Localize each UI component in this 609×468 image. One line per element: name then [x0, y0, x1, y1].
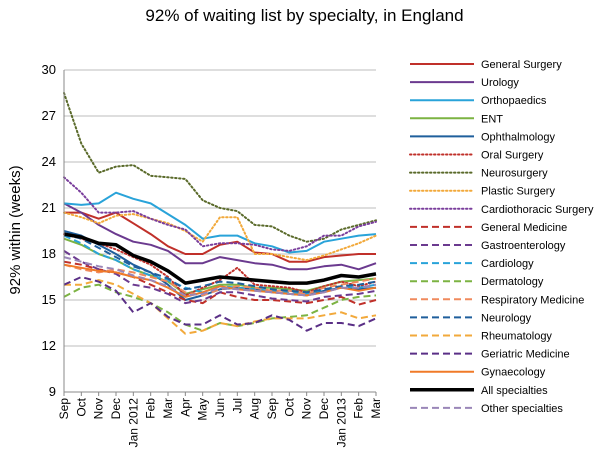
- x-tick-label: Aug: [248, 398, 262, 419]
- series-line: [64, 279, 377, 335]
- series-line: [63, 250, 377, 305]
- x-tick-label: Feb: [144, 398, 158, 419]
- x-tick-label: Jun: [213, 398, 227, 417]
- chart-title: 92% of waiting list by specialty, in Eng…: [145, 6, 464, 25]
- x-tick-label: Sep: [265, 398, 279, 420]
- axes: [63, 70, 377, 396]
- legend-label: Urology: [481, 77, 519, 89]
- y-axis-label: 92% within (weeks): [7, 165, 24, 294]
- legend-label: Gynaecology: [481, 367, 546, 379]
- legend-label: Plastic Surgery: [481, 186, 555, 198]
- y-tick-label: 18: [42, 246, 56, 261]
- legend-label: Neurology: [481, 312, 532, 324]
- legend-label: General Medicine: [481, 222, 567, 234]
- series-line: [63, 211, 377, 262]
- legend-label: Other specialties: [481, 403, 563, 415]
- series-line: [63, 230, 377, 301]
- legend-label: Rheumatology: [481, 331, 552, 343]
- x-tick-label: Feb: [352, 398, 366, 419]
- legend-label: Geriatric Medicine: [481, 349, 570, 361]
- x-tick-label: May: [196, 398, 210, 421]
- y-tick-label: 27: [42, 108, 56, 123]
- legend-label: Neurosurgery: [481, 168, 548, 180]
- legend-label: Respiratory Medicine: [481, 294, 584, 306]
- x-tick-label: Oct: [282, 397, 296, 416]
- x-tick-label: Jan 2012: [126, 398, 140, 448]
- x-tick-label: Jan 2013: [334, 398, 348, 448]
- x-tick-label: Jul: [230, 398, 244, 413]
- series-line: [63, 256, 377, 297]
- legend-label: Gastroenterology: [481, 240, 566, 252]
- x-tick-label: Dec: [317, 398, 331, 419]
- x-tick-label: Sep: [57, 398, 71, 420]
- series-line: [63, 233, 377, 294]
- legend-label: Orthopaedics: [481, 95, 547, 107]
- y-tick-label: 21: [42, 200, 56, 215]
- series-line: [63, 202, 377, 271]
- y-axis-ticks: 9 12 15 18 21 24 27 30: [42, 62, 56, 399]
- x-tick-label: Nov: [92, 398, 106, 419]
- series-line: [63, 176, 377, 252]
- legend-label: All specialties: [481, 385, 548, 397]
- series-line: [63, 232, 377, 285]
- x-tick-label: Mar: [161, 398, 175, 419]
- y-tick-label: 9: [49, 384, 56, 399]
- x-tick-label: Oct: [74, 397, 88, 416]
- legend-label: General Surgery: [481, 59, 562, 71]
- series-line: [63, 263, 377, 297]
- series-lines: [63, 92, 377, 335]
- legend: General Surgery Urology Orthopaedics ENT Oph…: [409, 59, 594, 415]
- y-tick-label: 12: [42, 338, 56, 353]
- y-tick-label: 30: [42, 62, 56, 77]
- legend-label: Dermatology: [481, 276, 544, 288]
- y-tick-label: 24: [42, 154, 56, 169]
- series-line: [63, 276, 377, 332]
- series-line: [63, 92, 377, 243]
- x-axis-ticks: Sep Oct Nov Dec Jan 2012 Feb Mar Apr May Jun Jul Au…: [57, 397, 383, 447]
- legend-label: ENT: [481, 113, 503, 125]
- x-tick-label: Dec: [109, 398, 123, 419]
- series-line: [63, 191, 377, 254]
- y-tick-label: 15: [42, 292, 56, 307]
- legend-label: Cardiothoracic Surgery: [481, 204, 594, 216]
- series-line: [63, 233, 377, 297]
- series-line: [64, 211, 376, 263]
- legend-label: Oral Surgery: [481, 150, 544, 162]
- x-tick-label: Apr: [178, 398, 192, 417]
- x-tick-label: Mar: [369, 398, 383, 419]
- legend-label: Ophthalmology: [481, 131, 555, 143]
- x-tick-label: Nov: [300, 398, 314, 419]
- legend-label: Cardiology: [481, 258, 534, 270]
